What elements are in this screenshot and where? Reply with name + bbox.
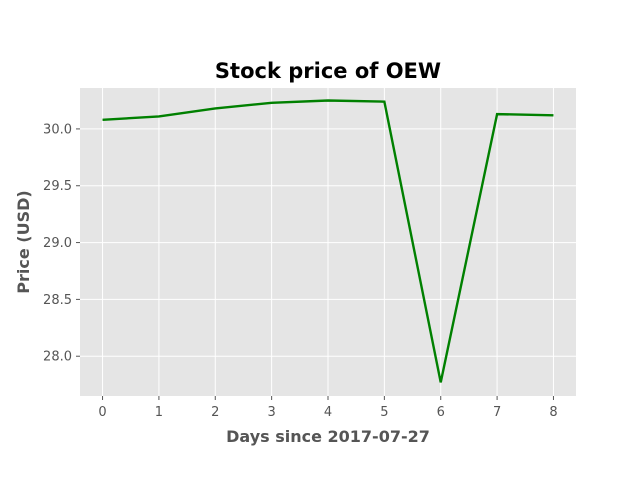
grid-lines: [80, 88, 576, 396]
x-tick-label: 2: [211, 405, 219, 420]
y-tick-label: 28.0: [43, 350, 72, 365]
axis-ticks: 0 1 2 3 4 5 6 7 8 28.0 28.5 29.0 29.5 30.0: [43, 122, 558, 420]
y-tick-label: 29.0: [43, 236, 72, 251]
x-tick-label: 8: [549, 405, 557, 420]
y-tick-label: 28.5: [43, 293, 72, 308]
series-layer: [102, 99, 554, 383]
y-axis-label: Price (USD): [14, 190, 33, 293]
x-tick-label: 4: [324, 405, 332, 420]
chart-title: Stock price of OEW: [215, 59, 441, 83]
x-axis-label: Days since 2017-07-27: [226, 427, 430, 446]
y-tick-label: 30.0: [43, 122, 72, 137]
x-tick-label: 6: [437, 405, 445, 420]
price-line: [102, 99, 554, 383]
x-tick-label: 3: [267, 405, 275, 420]
x-tick-label: 7: [493, 405, 501, 420]
x-tick-label: 0: [98, 405, 106, 420]
y-tick-label: 29.5: [43, 179, 72, 194]
x-tick-label: 1: [155, 405, 163, 420]
x-tick-label: 5: [380, 405, 388, 420]
